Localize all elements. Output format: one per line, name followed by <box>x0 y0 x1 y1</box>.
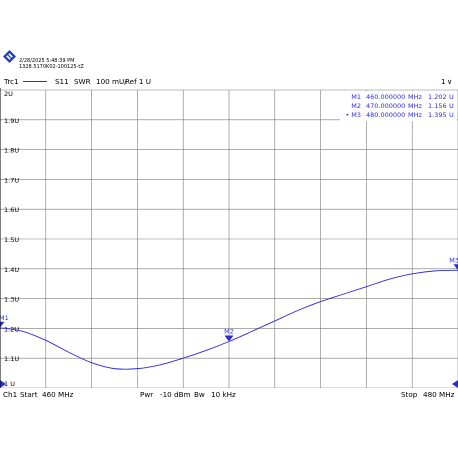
y-tick-label: 1.3U <box>4 296 19 304</box>
marker-m2-label: M2 <box>224 328 234 336</box>
y-tick-label: 1.7U <box>4 176 19 184</box>
y-tick-label: 1.4U <box>4 266 19 274</box>
trace-name[interactable]: Trc1 <box>4 77 19 86</box>
marker-row-value-unit: U <box>449 93 454 101</box>
marker-layer: M1 M2 M3 <box>0 256 458 388</box>
start-label: Start <box>20 390 38 399</box>
marker-row-value-unit: U <box>449 102 454 110</box>
marker-row-label: M1 <box>351 93 361 101</box>
channel-label[interactable]: Ch1 <box>3 390 18 399</box>
marker-m2-triangle[interactable] <box>224 335 234 342</box>
bandwidth-value[interactable]: 10 kHz <box>211 390 236 399</box>
y-tick-label: 1.6U <box>4 206 19 214</box>
marker-row-frequency-unit: MHz <box>408 111 422 119</box>
trace-parameter[interactable]: S11 <box>55 77 69 86</box>
power-value[interactable]: -10 dBm <box>160 390 191 399</box>
channel-footer: Ch1 Start 460 MHz Pwr -10 dBm Bw 10 kHz … <box>0 389 458 401</box>
window-number[interactable]: 1 <box>441 77 446 86</box>
stop-edge-triangle-icon <box>452 380 458 388</box>
start-edge-triangle-icon <box>0 380 6 388</box>
marker-table: M1 460.000000 MHz 1.202 UM2 470.000000 MHz 1.15… <box>340 91 457 121</box>
marker-table-background <box>340 91 457 121</box>
y-tick-label: 1.1U <box>4 355 19 363</box>
marker-row-frequency: 480.000000 <box>366 111 405 119</box>
marker-m1-triangle[interactable] <box>0 321 5 328</box>
marker-row-frequency: 470.000000 <box>366 102 405 110</box>
power-label: Pwr <box>140 390 154 399</box>
marker-m3-triangle[interactable] <box>453 264 458 271</box>
trace-format[interactable]: SWR <box>74 77 91 86</box>
trace-reference[interactable]: Ref 1 U <box>125 77 152 86</box>
marker-row-frequency-unit: MHz <box>408 93 422 101</box>
window-chevron-icon[interactable]: ∨ <box>447 77 453 86</box>
brand-logo-icon <box>3 50 16 63</box>
y-tick-label: 1 U <box>4 380 15 388</box>
bandwidth-label: Bw <box>194 390 205 399</box>
marker-row-frequency: 460.000000 <box>366 93 405 101</box>
stop-value[interactable]: 480 MHz <box>423 390 455 399</box>
y-tick-label: 1.5U <box>4 236 19 244</box>
swr-chart[interactable]: 2U1.9U1.8U1.7U1.6U1.5U1.4U1.3U1.2U1.1U1 … <box>0 88 458 388</box>
marker-row-frequency-unit: MHz <box>408 102 422 110</box>
trace-bar: Trc1 S11 SWR 100 mU/ Ref 1 U 1 ∨ <box>0 74 458 88</box>
marker-m3-label: M3 <box>449 256 458 264</box>
marker-row-value-unit: U <box>449 111 454 119</box>
y-tick-label: 1.8U <box>4 147 19 155</box>
marker-row-value: 1.202 <box>428 93 447 101</box>
y-tick-label: 1.9U <box>4 117 19 125</box>
trace-scale[interactable]: 100 mU/ <box>96 77 127 86</box>
trace-color-line <box>23 81 47 82</box>
device-id: 1328.5170K02-100125-tZ <box>19 64 84 70</box>
marker-row-value: 1.156 <box>428 102 447 110</box>
marker-row-label: • M3 <box>345 111 361 119</box>
timestamp: 2/28/2025 5:48:39 PM <box>19 58 75 64</box>
marker-row-value: 1.395 <box>428 111 447 119</box>
marker-m1-label: M1 <box>0 314 9 322</box>
y-tick-label: 2U <box>4 90 13 98</box>
stop-label: Stop <box>401 390 418 399</box>
start-value[interactable]: 460 MHz <box>42 390 74 399</box>
marker-row-label: M2 <box>351 102 361 110</box>
